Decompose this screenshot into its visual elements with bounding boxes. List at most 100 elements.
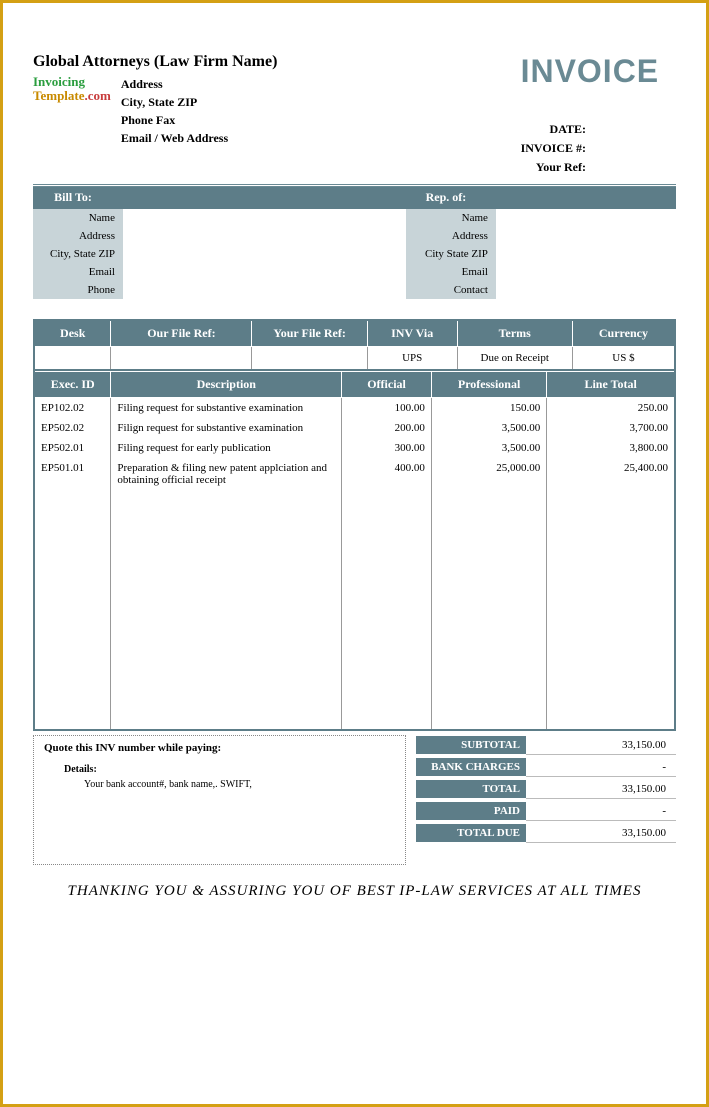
logo-block: Invoicing Template.com Address City, Sta… [33,75,521,147]
total-value: - [526,758,676,777]
address-block: Address City, State ZIP Phone Fax Email … [121,75,228,147]
total-row: PAID - [416,801,676,823]
item-official: 100.00 [342,397,432,418]
info-cell: Due on Receipt [457,346,572,370]
totals-section: Quote this INV number while paying: Deta… [33,735,676,865]
firm-block: Global Attorneys (Law Firm Name) Invoici… [33,53,521,147]
item-total: 25,400.00 [547,458,675,490]
firm-name: Global Attorneys (Law Firm Name) [33,53,521,71]
item-total: 3,700.00 [547,418,675,438]
total-label: BANK CHARGES [416,758,526,777]
meta-date: DATE: [521,120,586,139]
item-prof: 3,500.00 [431,418,546,438]
items-header: Line Total [547,371,675,397]
meta-your-ref: Your Ref: [521,158,586,177]
items-header: Professional [431,371,546,397]
item-official: 300.00 [342,438,432,458]
info-cell [252,346,367,370]
title-meta-block: INVOICE DATE: INVOICE #: Your Ref: [521,53,676,178]
info-table: Desk Our File Ref: Your File Ref: INV Vi… [33,319,676,371]
parties-block: Name Address City, State ZIP Email Phone… [33,209,676,299]
logo-line1: Invoicing [33,75,111,89]
item-row: EP502.02 Filign request for substantive … [34,418,675,438]
info-header: Currency [572,320,675,347]
bill-to-label: City, State ZIP [33,245,123,263]
quote-details-text: Your bank account#, bank name,. SWIFT, [84,779,395,790]
quote-title: Quote this INV number while paying: [44,742,395,754]
total-label: SUBTOTAL [416,736,526,755]
info-header: INV Via [367,320,457,347]
rep-of-label: Contact [406,281,496,299]
info-cell [111,346,252,370]
items-header: Exec. ID [34,371,111,397]
bill-to-column: Name Address City, State ZIP Email Phone [33,209,406,299]
item-official: 200.00 [342,418,432,438]
totals-block: SUBTOTAL 33,150.00 BANK CHARGES - TOTAL … [416,735,676,865]
item-row: EP501.01 Preparation & filing new patent… [34,458,675,490]
item-prof: 150.00 [431,397,546,418]
items-table: Exec. ID Description Official Profession… [33,371,676,731]
bill-to-label: Phone [33,281,123,299]
logo: Invoicing Template.com [33,75,111,104]
item-total: 3,800.00 [547,438,675,458]
item-exec: EP501.01 [34,458,111,490]
meta-invoice-no: INVOICE #: [521,139,586,158]
item-desc: Filing request for early publication [111,438,342,458]
total-value: - [526,802,676,821]
total-row: SUBTOTAL 33,150.00 [416,735,676,757]
total-row: BANK CHARGES - [416,757,676,779]
logo-line3: .com [85,88,111,103]
rep-of-label: Address [406,227,496,245]
addr-line: Email / Web Address [121,129,228,147]
addr-line: Phone Fax [121,111,228,129]
total-value: 33,150.00 [526,824,676,843]
rep-of-label: Name [406,209,496,227]
addr-line: City, State ZIP [121,93,228,111]
item-official: 400.00 [342,458,432,490]
total-value: 33,150.00 [526,780,676,799]
info-header: Desk [34,320,111,347]
item-prof: 3,500.00 [431,438,546,458]
addr-line: Address [121,75,228,93]
item-desc: Filing request for substantive examinati… [111,397,342,418]
item-prof: 25,000.00 [431,458,546,490]
info-header: Our File Ref: [111,320,252,347]
bill-to-label: Address [33,227,123,245]
items-header: Official [342,371,432,397]
total-row: TOTAL DUE 33,150.00 [416,823,676,845]
invoice-page: Global Attorneys (Law Firm Name) Invoici… [0,0,709,1107]
rep-of-label: City State ZIP [406,245,496,263]
total-row: TOTAL 33,150.00 [416,779,676,801]
total-value: 33,150.00 [526,736,676,755]
info-header: Your File Ref: [252,320,367,347]
item-exec: EP502.02 [34,418,111,438]
invoice-title: INVOICE [521,53,676,90]
item-row: EP102.02 Filing request for substantive … [34,397,675,418]
items-header: Description [111,371,342,397]
item-exec: EP102.02 [34,397,111,418]
bill-to-label: Email [33,263,123,281]
item-total: 250.00 [547,397,675,418]
rep-of-heading: Rep. of: [406,187,486,208]
item-desc: Preparation & filing new patent applciat… [111,458,342,490]
info-cell: UPS [367,346,457,370]
header-row: Global Attorneys (Law Firm Name) Invoici… [33,53,676,178]
info-header: Terms [457,320,572,347]
item-desc: Filign request for substantive examinati… [111,418,342,438]
info-cell: US $ [572,346,675,370]
bill-to-label: Name [33,209,123,227]
item-row: EP502.01 Filing request for early public… [34,438,675,458]
bill-to-heading: Bill To: [33,187,113,208]
total-label: TOTAL [416,780,526,799]
info-cell [34,346,111,370]
item-row-empty [34,490,675,730]
quote-details-label: Details: [64,764,395,775]
total-label: TOTAL DUE [416,824,526,843]
party-heading-bar: Bill To: Rep. of: [33,187,676,209]
total-label: PAID [416,802,526,821]
meta-block: DATE: INVOICE #: Your Ref: [521,120,586,178]
item-exec: EP502.01 [34,438,111,458]
rep-of-label: Email [406,263,496,281]
quote-block: Quote this INV number while paying: Deta… [33,735,406,865]
info-row: UPS Due on Receipt US $ [34,346,675,370]
